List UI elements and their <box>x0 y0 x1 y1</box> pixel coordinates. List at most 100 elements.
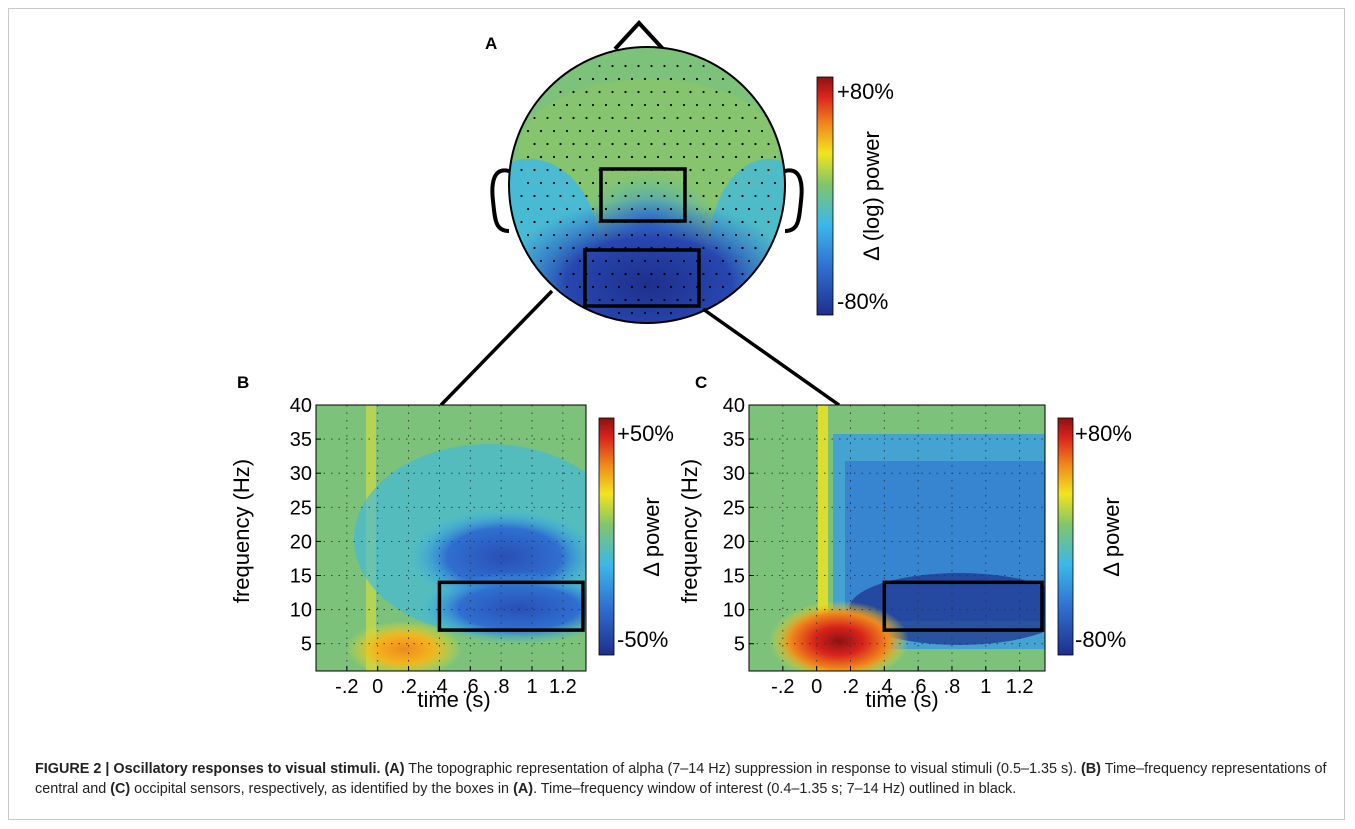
sensor-dot <box>617 233 621 237</box>
central-roi-box <box>599 167 687 223</box>
sensor-dot <box>611 142 614 146</box>
sensor-dot <box>656 311 660 315</box>
sensor-dot <box>578 129 582 133</box>
sensor-dot <box>767 194 770 198</box>
sensor-dot <box>773 207 777 211</box>
sensor-dot <box>656 233 660 237</box>
sensor-dot <box>591 155 595 159</box>
sensor-dot <box>559 142 562 146</box>
sensor-dot <box>728 90 731 94</box>
sensor-dot <box>760 233 764 237</box>
sensor-dot <box>734 103 738 107</box>
sensor-dot <box>708 181 712 185</box>
sensor-dot <box>656 285 660 289</box>
sensor-dot <box>669 233 673 237</box>
sensor-dot <box>715 220 718 224</box>
tfr-c-theta-increase <box>769 601 909 671</box>
sensor-dot <box>721 181 725 185</box>
sensor-dot <box>715 272 718 276</box>
tfr-c-ytick-label: 30 <box>723 463 745 485</box>
sensor-dot <box>734 129 738 133</box>
tfr-b-plot-area <box>316 405 586 671</box>
sensor-dot <box>546 220 549 224</box>
sensor-dot <box>682 233 686 237</box>
sensor-dot <box>650 194 653 198</box>
sensor-dot <box>617 129 621 133</box>
tfr-b-xtick-label: 0 <box>372 676 383 698</box>
sensor-dot <box>702 194 705 198</box>
sensor-dot <box>669 311 673 315</box>
panel-label-c: C <box>695 373 707 392</box>
sensor-dot <box>721 259 725 263</box>
sensor-dot <box>708 77 712 81</box>
sensor-dot <box>598 142 601 146</box>
sensor-dot <box>617 103 621 107</box>
sensor-dot <box>559 168 562 172</box>
sensor-dot <box>572 194 575 198</box>
sensor-dot <box>591 103 595 107</box>
panel-b-tfr: B -.2 0 .2 .4 .6 .8 1 1.2 5 10 15 20 25 30 35 40 time … <box>229 373 674 712</box>
sensor-dot <box>734 207 738 211</box>
sensor-dot <box>572 220 575 224</box>
caption-ref-c: (C) <box>110 781 131 797</box>
sensor-dot <box>656 207 660 211</box>
sensor-dot <box>578 207 582 211</box>
sensor-dot <box>624 194 627 198</box>
sensor-dot <box>617 207 621 211</box>
sensor-dot <box>604 77 608 81</box>
sensor-dot <box>689 168 692 172</box>
sensor-dot <box>591 233 595 237</box>
sensor-dot <box>598 90 601 94</box>
colorbar-b-min: -50% <box>617 627 668 652</box>
tfr-c-onset-line <box>818 405 828 671</box>
tfr-b-xtick-label: .8 <box>493 676 510 698</box>
sensor-dot <box>702 246 705 250</box>
sensor-dot <box>552 181 556 185</box>
colorbar-a-min: -80% <box>837 289 888 314</box>
tfr-c-yticks: 5 10 15 20 25 30 35 40 <box>723 395 754 656</box>
tfr-b-window-box <box>437 580 585 632</box>
sensor-dot <box>630 181 634 185</box>
sensor-dot <box>578 233 582 237</box>
sensor-dot <box>526 233 530 237</box>
sensor-dot <box>591 259 595 263</box>
sensor-dot <box>598 116 601 120</box>
sensor-dot <box>682 155 686 159</box>
sensor-dot <box>578 285 582 289</box>
right-ear-outline <box>784 168 804 233</box>
sensor-dot <box>728 194 731 198</box>
sensor-dot <box>695 181 699 185</box>
sensor-dot <box>624 142 627 146</box>
sensor-dot <box>604 285 608 289</box>
sensor-dot <box>624 64 627 68</box>
sensor-dot <box>611 272 614 276</box>
sensor-dot <box>695 129 699 133</box>
sensor-dot <box>565 259 569 263</box>
tfr-c-ylabel: frequency (Hz) <box>677 459 702 603</box>
sensor-dot <box>565 181 569 185</box>
caption-label: FIGURE 2 | Oscillatory responses to visu… <box>35 761 381 777</box>
sensor-dot <box>734 155 738 159</box>
sensor-dot <box>656 181 660 185</box>
colorbar-c-min: -80% <box>1075 627 1126 652</box>
sensor-dot <box>520 220 523 224</box>
sensor-dot <box>572 90 575 94</box>
sensor-dot <box>565 103 569 107</box>
sensor-dot <box>578 259 582 263</box>
sensor-dot <box>695 155 699 159</box>
sensor-dot <box>552 103 556 107</box>
sensor-dot <box>663 116 666 120</box>
sensor-dot <box>760 207 764 211</box>
sensor-dot <box>734 259 738 263</box>
panel-a-topoplot: A +80% -80% Δ (log) power <box>439 20 894 407</box>
sensor-dot <box>617 77 621 81</box>
tfr-c-ytick-label: 25 <box>723 497 745 519</box>
sensor-dot <box>708 207 712 211</box>
sensor-dot <box>669 77 673 81</box>
connector-b <box>439 289 554 407</box>
sensor-dot <box>676 116 679 120</box>
sensor-dot <box>585 168 588 172</box>
sensor-dot <box>643 181 647 185</box>
sensor-dot <box>741 168 744 172</box>
sensor-dot <box>715 90 718 94</box>
